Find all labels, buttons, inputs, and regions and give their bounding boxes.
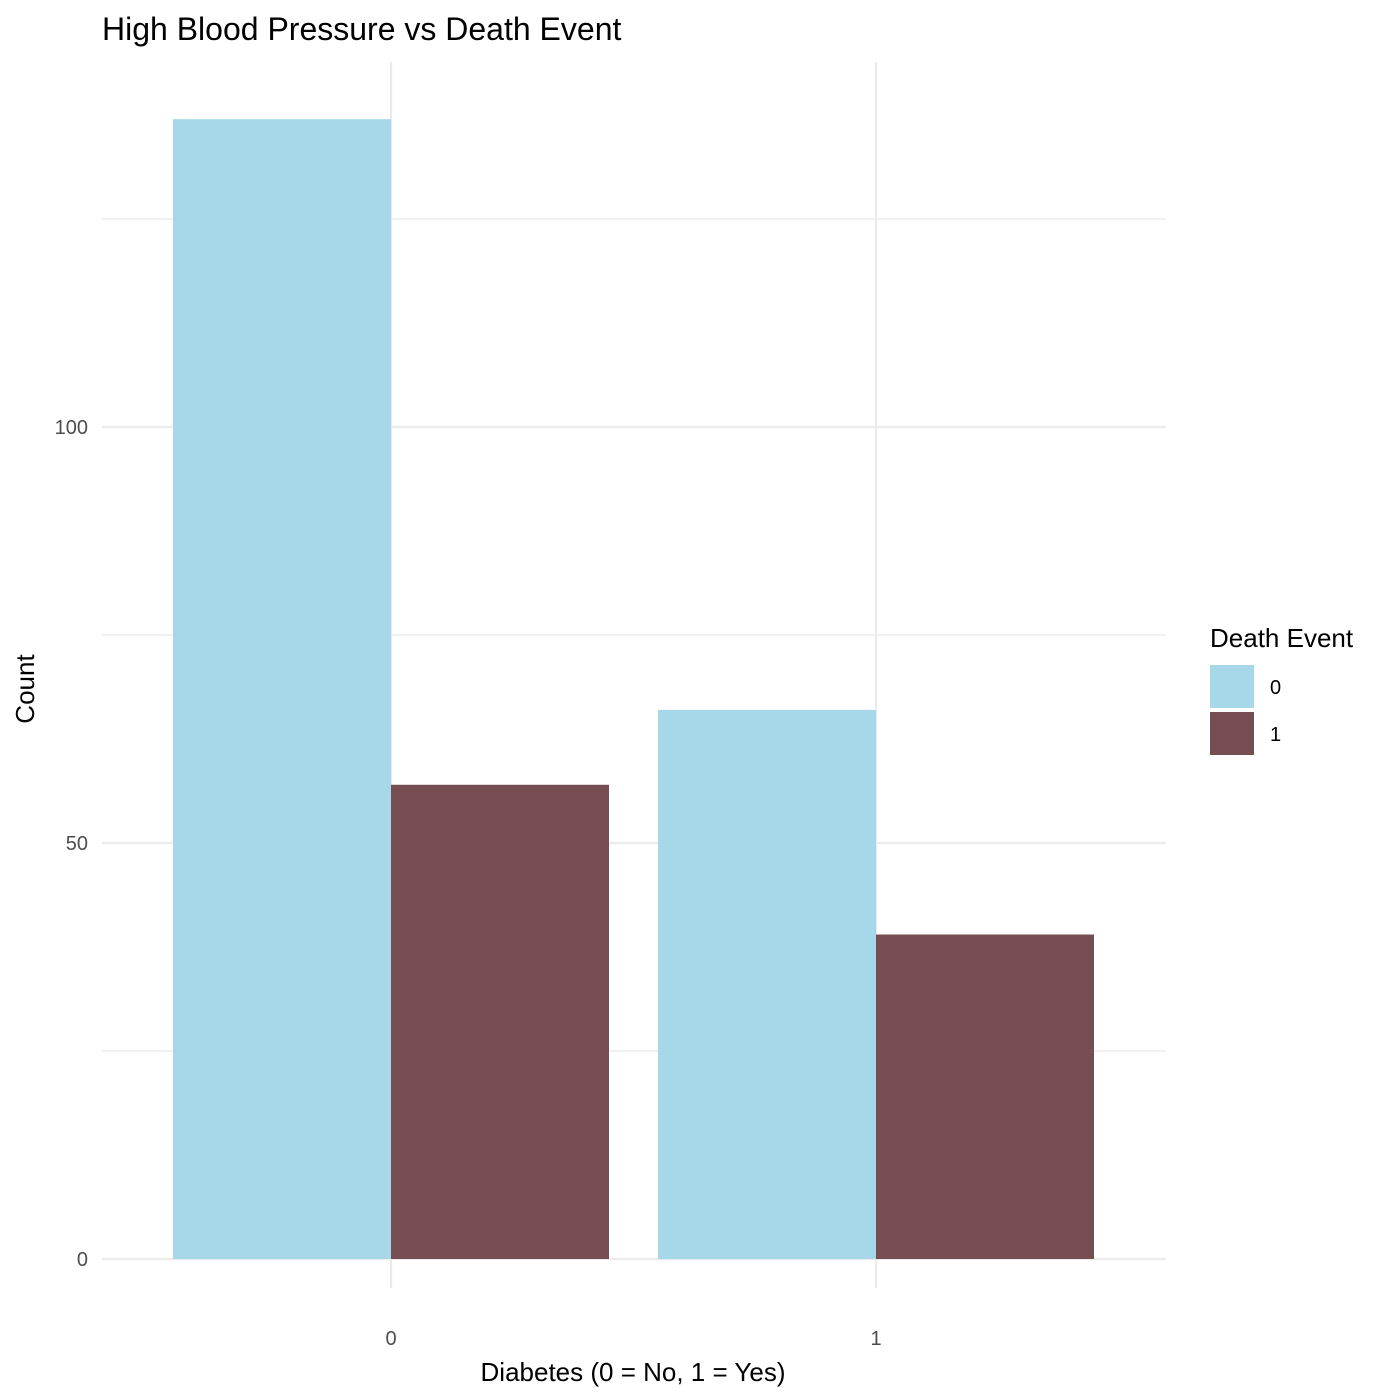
chart-title: High Blood Pressure vs Death Event [102, 11, 621, 47]
legend-label-1: 1 [1270, 724, 1281, 746]
y-tick-label-1: 50 [66, 833, 88, 855]
legend-label-0: 0 [1270, 677, 1281, 699]
bar-diabetes-1-death-1 [876, 934, 1094, 1259]
bars [173, 119, 1094, 1259]
bar-diabetes-0-death-1 [391, 784, 609, 1259]
bar-diabetes-1-death-0 [658, 709, 876, 1259]
legend-items: 01 [1210, 665, 1281, 755]
y-axis-ticks: 0 50 100 [55, 417, 88, 1271]
legend: Death Event 01 [1210, 623, 1354, 755]
x-tick-label-1: 1 [870, 1328, 881, 1350]
bar-diabetes-0-death-0 [173, 119, 391, 1259]
x-tick-label-0: 0 [385, 1328, 396, 1350]
y-axis-title: Count [10, 654, 40, 724]
legend-title: Death Event [1210, 623, 1354, 653]
y-tick-label-0: 0 [77, 1249, 88, 1271]
legend-swatch-1 [1210, 712, 1254, 755]
y-tick-label-2: 100 [55, 417, 88, 439]
x-axis-title: Diabetes (0 = No, 1 = Yes) [481, 1357, 786, 1387]
legend-swatch-0 [1210, 665, 1254, 708]
